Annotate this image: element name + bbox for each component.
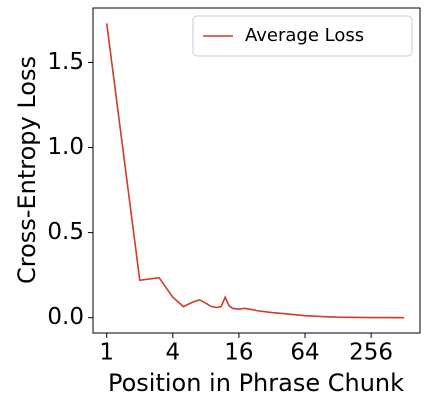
plot-frame xyxy=(92,7,421,334)
x-axis-label: Position in Phrase Chunk xyxy=(108,369,404,397)
legend-label: Average Loss xyxy=(245,25,364,46)
legend-box xyxy=(192,15,413,57)
y-tick-label: 1.0 xyxy=(47,134,84,160)
y-tick-label: 0.5 xyxy=(47,219,84,245)
x-tick-label: 16 xyxy=(224,340,253,366)
y-tick-label: 1.5 xyxy=(47,49,84,75)
y-axis-label: Cross-Entropy Loss xyxy=(13,56,41,284)
x-tick-label: 1 xyxy=(99,340,114,366)
line xyxy=(105,23,405,319)
x-tick-label: 4 xyxy=(165,340,180,366)
x-tick-label: 64 xyxy=(290,340,319,366)
x-tick-label: 256 xyxy=(349,340,393,366)
y-tick-label: 0.0 xyxy=(47,304,84,330)
